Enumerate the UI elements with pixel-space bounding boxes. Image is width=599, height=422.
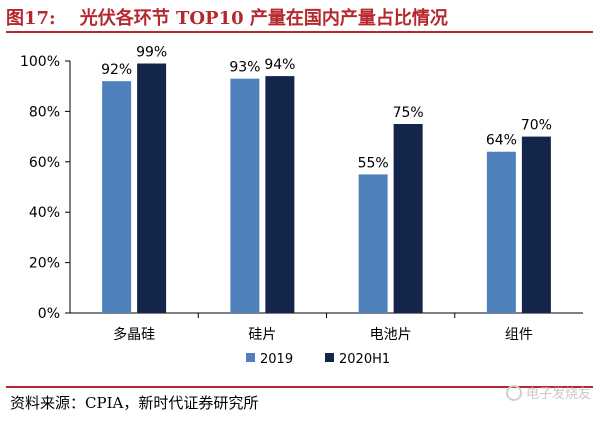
x-tick-label: 电池片 [370, 327, 412, 343]
data-label: 55% [358, 155, 389, 171]
title-rule [6, 31, 593, 33]
legend-label: 2019 [260, 352, 293, 367]
y-tick-label: 60% [29, 155, 60, 171]
data-label: 92% [101, 62, 132, 78]
figure-number: 图17: [6, 8, 56, 29]
bar-2020h1 [393, 124, 423, 313]
x-tick-label: 硅片 [248, 327, 276, 343]
data-label: 70% [521, 118, 552, 134]
data-label: 94% [264, 57, 295, 73]
data-label: 64% [486, 133, 517, 149]
bar-chart: 0% 20% 40% 60% 80% 100% 92%99% 多晶硅 93% 94% 硅片 55% 75… [20, 45, 583, 367]
y-tick-label: 40% [29, 205, 60, 221]
bar-2020h1 [137, 63, 167, 313]
y-tick-label: 80% [29, 104, 60, 120]
watermark: 电子发烧友 [505, 383, 591, 402]
figure-title-text: 光伏各环节 TOP10 产量在国内产量占比情况 [79, 8, 448, 29]
x-tick-label: 多晶硅 [113, 326, 155, 343]
data-label: 93% [229, 60, 260, 76]
source-rule [6, 386, 593, 388]
legend-swatch-2020h1 [325, 353, 334, 362]
bar-2019 [358, 174, 388, 313]
bar-2019 [230, 78, 260, 313]
source-note: 资料来源：CPIA，新时代证券研究所 [10, 394, 259, 412]
bar-2019 [486, 151, 516, 313]
bar-2019 [102, 81, 132, 313]
legend-swatch-2019 [246, 353, 255, 362]
x-tick-label: 组件 [505, 327, 533, 343]
y-tick-label: 100% [20, 54, 60, 70]
bar-2020h1 [265, 76, 295, 314]
bar-2020h1 [521, 136, 551, 313]
watermark-text: 电子发烧友 [525, 387, 591, 402]
data-label: 99% [136, 45, 167, 61]
data-label: 75% [393, 105, 424, 121]
legend-label: 2020H1 [339, 352, 390, 367]
y-tick-label: 0% [38, 306, 60, 322]
y-tick-label: 20% [29, 256, 60, 272]
figure-title: 图17: 光伏各环节 TOP10 产量在国内产量占比情况 [6, 4, 448, 30]
watermark-logo-icon [505, 384, 522, 401]
